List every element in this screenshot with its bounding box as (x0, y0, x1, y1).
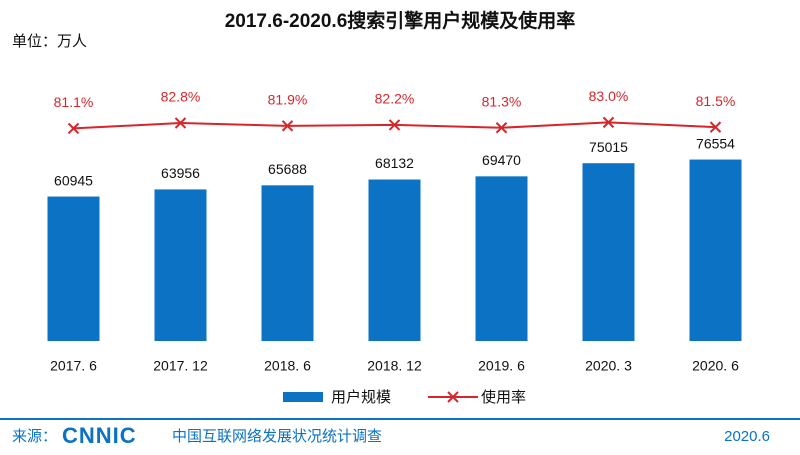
chart-title: 2017.6-2020.6搜索引擎用户规模及使用率 (225, 9, 576, 32)
footer-survey: 中国互联网络发展状况统计调查 (172, 428, 382, 445)
footer-date: 2020.6 (724, 428, 770, 445)
x-tick-label: 2017. 6 (50, 358, 97, 374)
legend-label: 使用率 (481, 389, 526, 406)
bar-value-label: 75015 (589, 139, 628, 155)
bar-value-label: 65688 (268, 161, 307, 177)
line-marker (495, 122, 508, 134)
bar (154, 189, 207, 341)
line-marker (388, 119, 401, 131)
bar (582, 163, 635, 341)
x-tick-label: 2020. 6 (692, 358, 739, 374)
line-value-label: 81.1% (54, 94, 94, 110)
bar (261, 185, 314, 341)
unit-label: 单位：万人 (12, 33, 87, 50)
line-value-label: 81.9% (268, 92, 308, 108)
footer-source: 来源： (12, 428, 57, 445)
line-marker (174, 117, 187, 129)
x-tick-label: 2019. 6 (478, 358, 525, 374)
line-value-label: 82.8% (161, 89, 201, 105)
bar-value-label: 68132 (375, 155, 414, 171)
bar-value-label: 60945 (54, 172, 93, 188)
x-tick-label: 2017. 12 (153, 358, 208, 374)
bar-value-label: 76554 (696, 135, 735, 151)
line-marker (67, 122, 80, 135)
legend-swatch (283, 392, 323, 402)
bar (47, 196, 100, 341)
bar (368, 179, 421, 341)
bar-value-label: 63956 (161, 165, 200, 181)
bar (689, 159, 742, 341)
line-value-label: 83.0% (589, 88, 629, 104)
line-value-label: 81.5% (696, 93, 736, 109)
legend-swatch (447, 391, 459, 403)
line-marker (709, 121, 722, 133)
line-value-label: 81.3% (482, 93, 522, 109)
line-marker (602, 116, 615, 129)
legend-label: 用户规模 (331, 389, 391, 406)
x-tick-label: 2018. 6 (264, 358, 311, 374)
footer-logo: CNNIC (62, 423, 137, 448)
line-marker (281, 120, 294, 132)
line-value-label: 82.2% (375, 91, 415, 107)
bar-value-label: 69470 (482, 152, 521, 168)
bar (475, 176, 528, 341)
x-tick-label: 2020. 3 (585, 358, 632, 374)
x-tick-label: 2018. 12 (367, 358, 422, 374)
